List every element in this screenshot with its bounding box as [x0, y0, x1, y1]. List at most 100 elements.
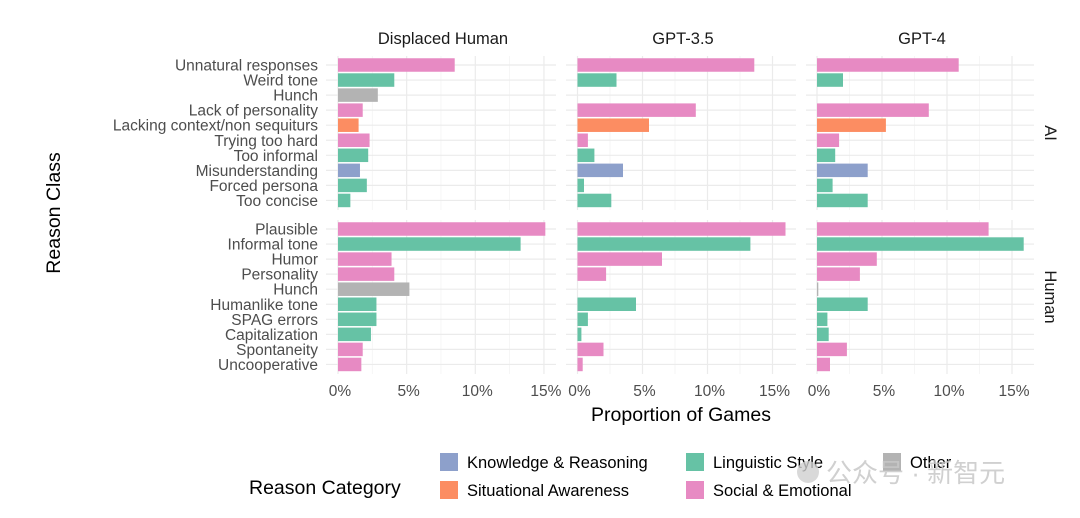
bar-too-informal: Too informal: 1.4% [817, 148, 836, 163]
bar-lack-of-personality: Lack of personality: 8.6% [817, 103, 929, 117]
bar-unnatural-responses: Unnatural responses: 8.5% [338, 58, 455, 72]
bar-too-concise: Too concise: 3.9% [817, 193, 868, 208]
bar-uncooperative: Uncooperative: 1% [817, 357, 830, 372]
legend-swatch [686, 481, 704, 499]
x-tick-label: 5% [633, 383, 656, 400]
bar-weird-tone: Weird tone: 3% [577, 73, 617, 87]
y-tick-label: Hunch [273, 282, 318, 299]
bar-plausible: Plausible: 13.2% [817, 222, 989, 236]
bar-spontaneity: Spontaneity: 2.3% [817, 342, 847, 357]
bar-lacking-context-non-sequiturs: Lacking context/non sequiturs: 5.5% [577, 118, 649, 132]
bar-plausible: Plausible: 15.1% [338, 222, 546, 236]
x-tick-label: 15% [998, 383, 1029, 400]
facet-column-label: GPT-3.5 [652, 30, 713, 48]
bar-too-informal: Too informal: 2.2% [338, 148, 369, 163]
bar-lack-of-personality: Lack of personality: 9.1% [577, 103, 696, 117]
bar-unnatural-responses: Unnatural responses: 13.6% [577, 58, 755, 72]
watermark: 公众号 · 新智元 [797, 458, 1005, 488]
legend-swatch [440, 453, 458, 471]
y-tick-label: Humor [271, 252, 318, 269]
legend-item-linguistic-style: Linguistic Style [686, 453, 823, 472]
bar-lacking-context-non-sequiturs: Lacking context/non sequiturs: 1.5% [338, 118, 359, 132]
legend-swatch [883, 453, 901, 471]
legend-label: Linguistic Style [713, 454, 823, 472]
bar-humor: Humor: 4.6% [817, 252, 877, 266]
legend-label: Social & Emotional [713, 482, 852, 500]
panel-ai-displaced-human: Unnatural responses: 8.5%Weird tone: 4.1… [326, 56, 556, 210]
bar-unnatural-responses: Unnatural responses: 10.9% [817, 58, 959, 72]
legend-title: Reason Category [249, 477, 401, 499]
panel-human-displaced-human: Plausible: 15.1%Informal tone: 13.3%Humo… [326, 220, 556, 374]
y-tick-label: Too informal [234, 148, 318, 165]
legend-item-situational-awareness: Situational Awareness [440, 481, 629, 500]
bar-hunch: Hunch: 0.1% [817, 282, 819, 296]
facet-row-label: Human [1041, 270, 1059, 323]
bar-hunch: Hunch: 2.9% [338, 88, 378, 102]
bar-spag-errors: SPAG errors: 0.8% [577, 312, 588, 327]
bar-spag-errors: SPAG errors: 0.8% [817, 312, 828, 327]
bar-informal-tone: Informal tone: 15.9% [817, 237, 1024, 251]
bar-lack-of-personality: Lack of personality: 1.8% [338, 103, 363, 117]
bar-humor: Humor: 6.5% [577, 252, 662, 266]
x-tick-label: 0% [329, 383, 352, 400]
panels-layer: Unnatural responses: 8.5%Weird tone: 4.1… [326, 56, 1034, 374]
bar-informal-tone: Informal tone: 13.3% [338, 237, 521, 251]
bar-weird-tone: Weird tone: 2% [817, 73, 843, 87]
y-tick-label: Spontaneity [236, 342, 318, 359]
y-tick-label: Uncooperative [218, 357, 318, 374]
bar-humanlike-tone: Humanlike tone: 3.9% [817, 297, 868, 311]
x-tick-label: 10% [694, 383, 725, 400]
y-tick-label: Too concise [236, 193, 318, 210]
legend-label: Other [910, 454, 952, 472]
y-tick-label: Weird tone [243, 73, 318, 90]
bar-spag-errors: SPAG errors: 2.8% [338, 312, 377, 327]
panel-ai-gpt-3-5: Unnatural responses: 13.6%Weird tone: 3%… [566, 56, 796, 210]
facet-row-label: AI [1041, 125, 1059, 141]
x-tick-label: 15% [759, 383, 790, 400]
bar-misunderstanding: Misunderstanding: 3.5% [577, 163, 623, 178]
legend: Reason Category Knowledge & Reasoning Sit… [249, 453, 952, 500]
panel-ai-gpt-4: Unnatural responses: 10.9%Weird tone: 2%… [806, 56, 1034, 210]
bar-personality: Personality: 4.1% [338, 267, 395, 281]
bar-capitalization: Capitalization: 0.9% [817, 327, 829, 342]
y-tick-label: Unnatural responses [175, 58, 318, 75]
legend-item-social-emotional: Social & Emotional [686, 481, 852, 500]
bar-uncooperative: Uncooperative: 0.4% [577, 357, 583, 372]
bar-trying-too-hard: Trying too hard: 2.3% [338, 133, 370, 147]
y-tick-label: SPAG errors [231, 312, 318, 329]
y-tick-label: Lack of personality [189, 103, 318, 120]
bar-forced-persona: Forced persona: 0.5% [577, 178, 584, 193]
legend-label: Situational Awareness [467, 482, 629, 500]
x-tick-label: 10% [462, 383, 493, 400]
facet-column-label: Displaced Human [378, 30, 508, 48]
panel-background [806, 56, 1034, 210]
bar-trying-too-hard: Trying too hard: 1.7% [817, 133, 840, 147]
y-tick-label: Forced persona [209, 178, 318, 195]
bar-informal-tone: Informal tone: 13.3% [577, 237, 751, 251]
legend-swatch [440, 481, 458, 499]
bar-humanlike-tone: Humanlike tone: 4.5% [577, 297, 636, 311]
bar-too-concise: Too concise: 0.9% [338, 193, 351, 208]
bar-uncooperative: Uncooperative: 1.7% [338, 357, 362, 372]
y-tick-label: Informal tone [228, 237, 318, 254]
y-tick-label: Hunch [273, 88, 318, 105]
wechat-logo-icon [797, 461, 819, 483]
bar-trying-too-hard: Trying too hard: 0.8% [577, 133, 588, 147]
bar-forced-persona: Forced persona: 1.2% [817, 178, 833, 193]
bar-plausible: Plausible: 16% [577, 222, 786, 236]
legend-item-other: Other [883, 453, 952, 472]
bar-too-informal: Too informal: 1.3% [577, 148, 595, 163]
bar-too-concise: Too concise: 2.6% [577, 193, 612, 208]
x-tick-label: 15% [530, 383, 561, 400]
bar-misunderstanding: Misunderstanding: 3.9% [817, 163, 868, 178]
bar-weird-tone: Weird tone: 4.1% [338, 73, 395, 87]
x-tick-label: 0% [808, 383, 831, 400]
bar-personality: Personality: 2.2% [577, 267, 607, 281]
y-tick-label: Misunderstanding [196, 163, 318, 180]
y-tick-label: Plausible [255, 222, 318, 239]
bar-capitalization: Capitalization: 0.3% [577, 327, 582, 342]
panel-human-gpt-3-5: Plausible: 16%Informal tone: 13.3%Humor:… [566, 220, 796, 374]
y-tick-label: Personality [241, 267, 318, 284]
